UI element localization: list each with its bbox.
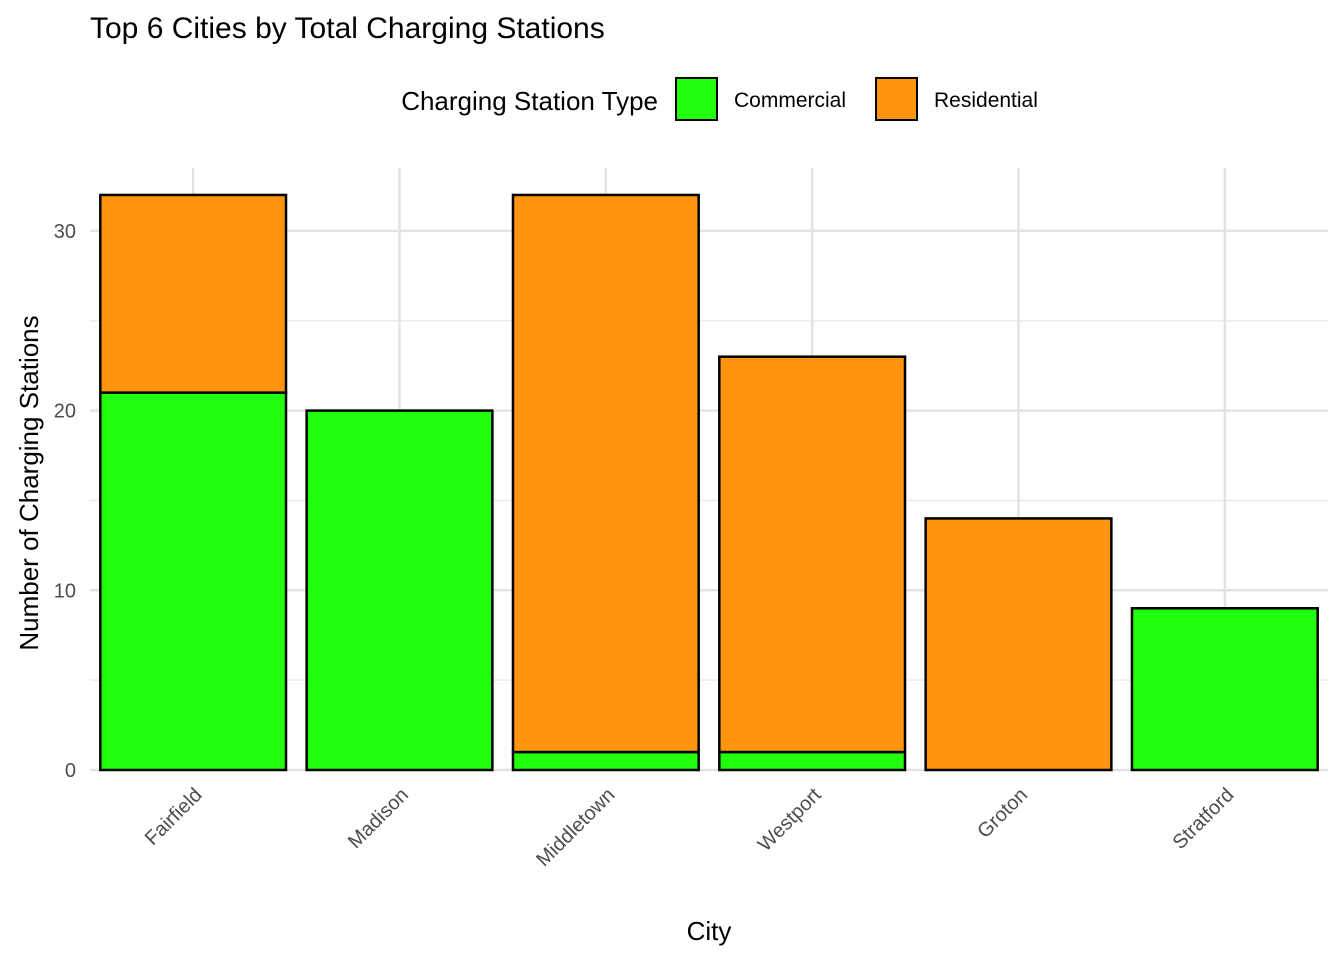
y-axis-ticks: 0 10 20 30: [54, 221, 76, 782]
y-axis-label: Number of Charging Stations: [14, 315, 44, 650]
bar-westport-commercial: [718, 750, 907, 772]
y-tick-label: 30: [54, 221, 76, 243]
x-tick-label: Westport: [754, 784, 826, 856]
legend-label-residential: Residential: [934, 89, 1038, 112]
bar-middletown-commercial: [511, 750, 700, 772]
legend-title: Charging Station Type: [401, 86, 658, 116]
legend-swatch-residential: [875, 77, 918, 121]
bars: [99, 193, 1319, 772]
bar-groton-residential: [924, 517, 1113, 772]
x-tick-label: Middletown: [532, 784, 619, 871]
x-axis-label: City: [687, 916, 732, 946]
x-tick-label: Madison: [344, 784, 413, 853]
bar-madison-commercial: [305, 409, 494, 772]
x-axis-ticks: Fairfield Madison Middletown Westport Groton…: [141, 784, 1239, 871]
x-tick-label: Fairfield: [141, 784, 207, 850]
x-tick-label: Stratford: [1169, 784, 1239, 854]
legend-label-commercial: Commercial: [734, 89, 846, 112]
bar-fairfield-commercial: [99, 391, 288, 772]
bar-middletown-residential: [511, 193, 700, 754]
bar-stratford-commercial: [1130, 607, 1319, 772]
x-tick-label: Groton: [973, 784, 1032, 843]
legend-swatch-commercial: [675, 77, 718, 121]
legend: Charging Station Type Commercial Residen…: [401, 77, 1038, 121]
bar-fairfield-residential: [99, 193, 288, 394]
y-tick-label: 10: [54, 580, 76, 602]
y-tick-label: 0: [65, 760, 76, 782]
y-tick-label: 20: [54, 401, 76, 423]
chart-title: Top 6 Cities by Total Charging Stations: [90, 12, 605, 45]
bar-westport-residential: [718, 355, 907, 754]
